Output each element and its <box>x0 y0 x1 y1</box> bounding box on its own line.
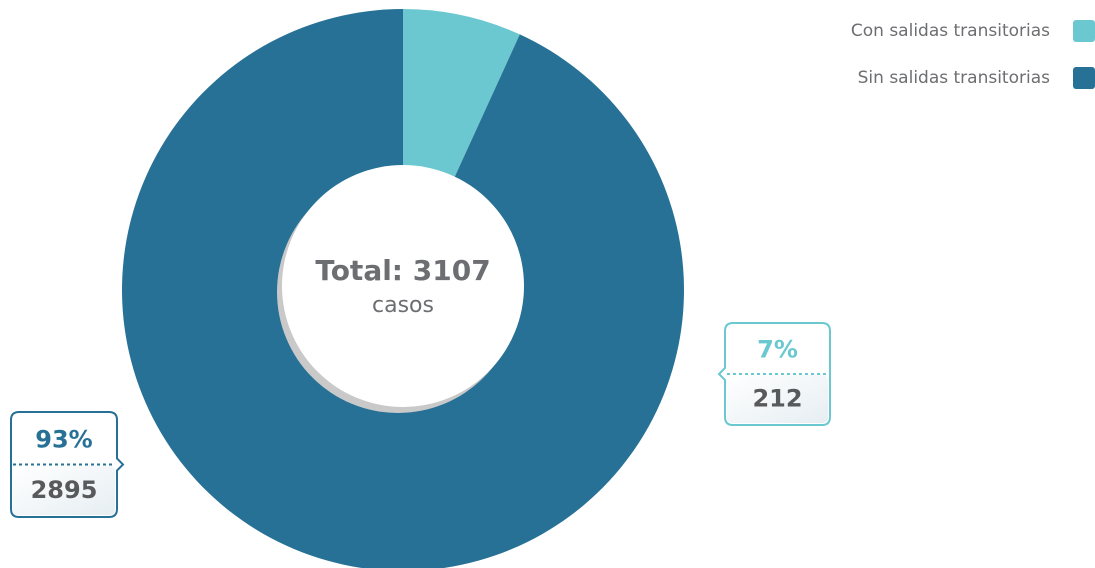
legend-swatch <box>1073 20 1095 42</box>
center-sublabel: casos <box>372 293 434 318</box>
value-label: 212 <box>752 385 802 413</box>
percent-label: 93% <box>35 425 92 453</box>
center-hole <box>282 165 524 407</box>
center-label: Total: 3107 <box>315 254 490 287</box>
callout-lower <box>727 375 828 423</box>
value-label: 2895 <box>31 476 98 504</box>
callout: 7% 212 <box>717 322 831 426</box>
legend-swatch <box>1073 67 1095 89</box>
callout-lower <box>13 465 115 515</box>
legend-label: Sin salidas transitorias <box>858 68 1051 88</box>
legend-label: Con salidas transitorias <box>851 21 1050 41</box>
slice <box>122 9 684 568</box>
callout: 93% 2895 <box>10 411 125 518</box>
percent-label: 7% <box>757 336 798 364</box>
